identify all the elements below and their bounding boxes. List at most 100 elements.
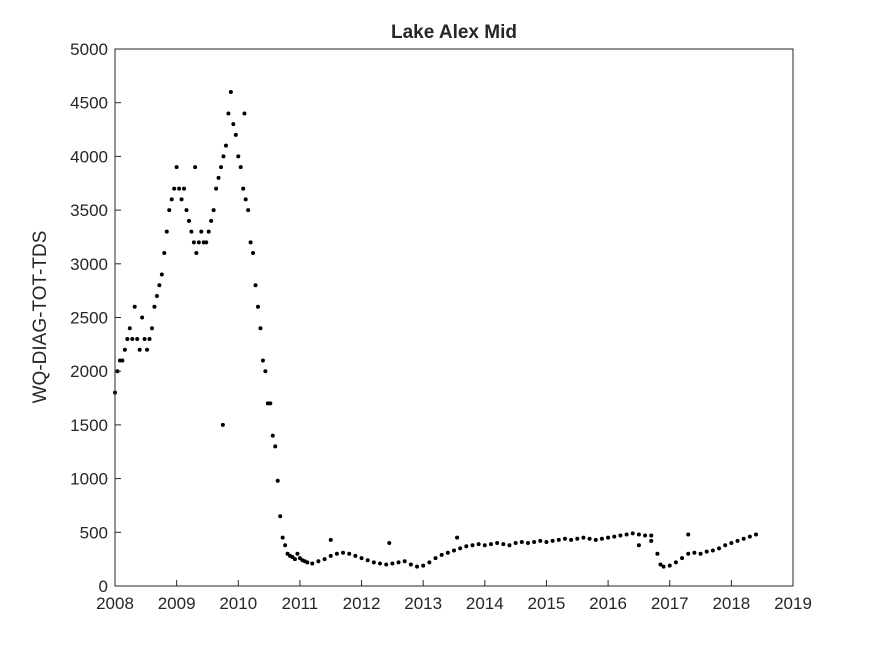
data-point — [754, 532, 759, 537]
data-point — [575, 536, 580, 541]
data-point — [692, 550, 697, 555]
data-point — [196, 240, 201, 245]
data-point — [550, 538, 555, 543]
data-point — [649, 533, 654, 538]
x-tick-label: 2012 — [343, 594, 381, 613]
data-point — [359, 556, 364, 561]
data-point — [704, 549, 709, 554]
x-tick-label: 2016 — [589, 594, 627, 613]
data-point — [120, 358, 125, 363]
y-tick-label: 2000 — [70, 362, 108, 381]
data-point — [612, 534, 617, 539]
data-point — [532, 539, 537, 544]
data-point — [211, 208, 216, 213]
data-point — [513, 541, 518, 546]
data-point — [455, 535, 460, 540]
data-points — [113, 89, 759, 569]
data-point — [199, 229, 204, 234]
data-point — [556, 537, 561, 542]
data-point — [334, 551, 339, 556]
data-point — [184, 208, 189, 213]
data-point — [209, 218, 214, 223]
data-point — [186, 218, 191, 223]
data-point — [328, 553, 333, 558]
data-point — [242, 111, 247, 116]
data-point — [378, 561, 383, 566]
data-point — [137, 347, 142, 352]
data-point — [231, 122, 236, 127]
data-point — [316, 559, 321, 564]
data-point — [655, 551, 660, 556]
data-point — [162, 251, 167, 256]
y-axis-label: WQ-DIAG-TOT-TDS — [30, 231, 51, 404]
data-point — [421, 563, 426, 568]
data-point — [402, 559, 407, 564]
data-point — [142, 336, 147, 341]
x-tick-label: 2017 — [651, 594, 689, 613]
data-point — [630, 531, 635, 536]
x-tick-label: 2009 — [158, 594, 196, 613]
data-point — [167, 208, 172, 213]
data-point — [649, 538, 654, 543]
data-point — [273, 444, 278, 449]
data-point — [157, 283, 162, 288]
x-tick-label: 2013 — [404, 594, 442, 613]
data-point — [643, 533, 648, 538]
data-point — [295, 551, 300, 556]
data-point — [194, 251, 199, 256]
data-point — [741, 536, 746, 541]
data-point — [723, 543, 728, 548]
data-point — [587, 536, 592, 541]
data-point — [216, 175, 221, 180]
y-tick-label: 3500 — [70, 201, 108, 220]
data-point — [127, 326, 132, 331]
data-point — [204, 240, 209, 245]
x-tick-label: 2010 — [219, 594, 257, 613]
data-point — [179, 197, 184, 202]
data-point — [525, 541, 530, 546]
data-point — [636, 532, 641, 537]
data-point — [169, 197, 174, 202]
data-point — [347, 551, 352, 556]
data-point — [310, 561, 315, 566]
y-tick-label: 1000 — [70, 470, 108, 489]
data-point — [452, 548, 456, 553]
data-point — [206, 229, 211, 234]
data-point — [191, 240, 196, 245]
data-point — [544, 539, 549, 544]
data-point — [228, 89, 233, 94]
data-point — [219, 165, 224, 170]
data-point — [248, 240, 253, 245]
data-point — [193, 165, 198, 170]
data-point — [667, 563, 672, 568]
data-point — [125, 336, 130, 341]
data-point — [226, 111, 231, 116]
data-point — [292, 557, 297, 562]
data-point — [365, 558, 370, 563]
data-point — [717, 546, 722, 551]
y-tick-label: 2500 — [70, 309, 108, 328]
x-tick-label: 2015 — [528, 594, 566, 613]
x-tick-label: 2014 — [466, 594, 504, 613]
data-point — [147, 336, 152, 341]
data-point — [236, 154, 241, 159]
x-tick-label: 2008 — [96, 594, 134, 613]
data-point — [243, 197, 248, 202]
data-point — [135, 336, 140, 341]
data-point — [729, 541, 734, 546]
data-point — [353, 553, 358, 558]
data-point — [305, 560, 310, 565]
data-point — [220, 422, 225, 427]
data-point — [710, 548, 715, 553]
y-axis: 0 500 1000 1500 2000 2500 3000 3500 4000 4500 5000 — [70, 40, 121, 596]
data-point — [255, 304, 260, 309]
data-point — [470, 543, 475, 548]
data-point — [164, 229, 169, 234]
data-point — [384, 562, 389, 567]
x-axis: 2008 2009 2010 2011 2012 2013 2014 2015 2016 2017… — [96, 580, 812, 613]
data-point — [253, 283, 258, 288]
data-point — [495, 541, 500, 546]
data-point — [275, 478, 280, 483]
data-point — [673, 560, 678, 565]
data-point — [132, 304, 137, 309]
